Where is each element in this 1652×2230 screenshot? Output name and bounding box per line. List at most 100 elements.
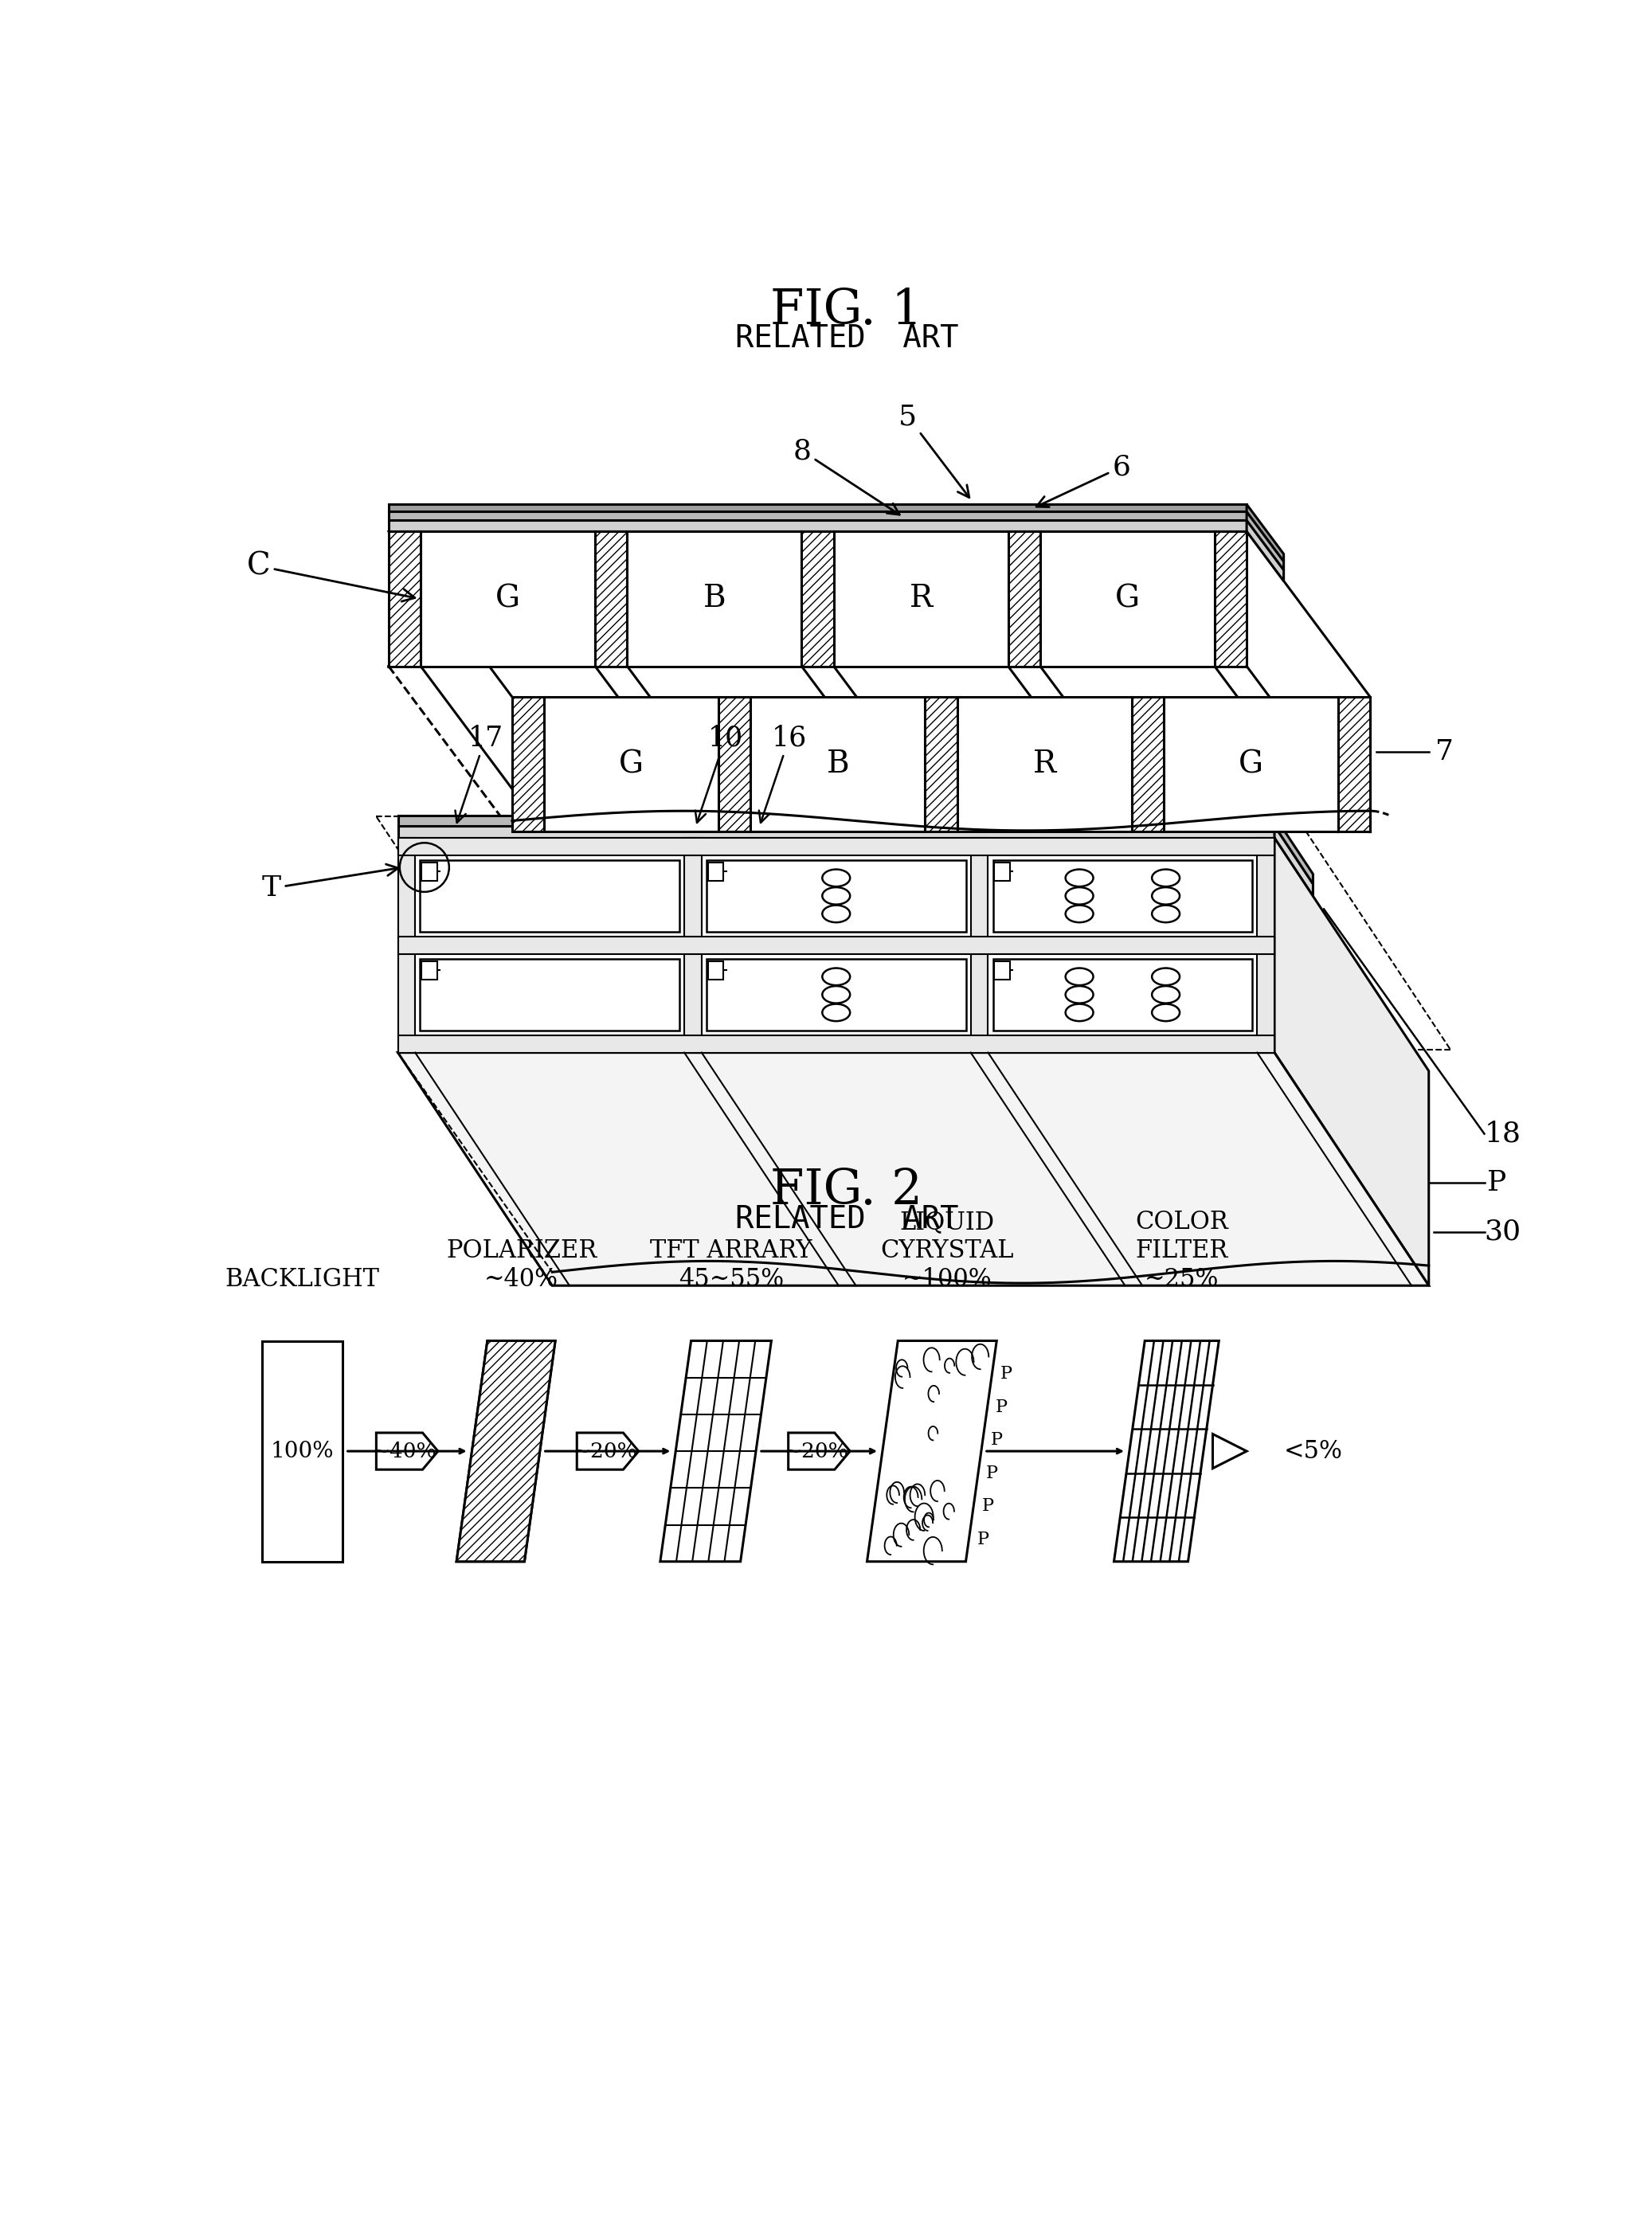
Polygon shape	[1163, 696, 1338, 832]
Polygon shape	[544, 696, 719, 832]
Polygon shape	[707, 959, 966, 1030]
Polygon shape	[801, 531, 834, 667]
Polygon shape	[971, 838, 988, 1053]
Ellipse shape	[823, 888, 851, 905]
Text: FIG. 2: FIG. 2	[770, 1166, 923, 1215]
Polygon shape	[788, 1434, 851, 1470]
Polygon shape	[421, 961, 438, 979]
Polygon shape	[577, 1434, 639, 1470]
Text: 30: 30	[1485, 1218, 1521, 1247]
Polygon shape	[1214, 531, 1247, 667]
Text: RELATED  ART: RELATED ART	[735, 323, 958, 352]
Polygon shape	[834, 531, 1008, 667]
Polygon shape	[377, 1434, 438, 1470]
Polygon shape	[867, 1340, 996, 1561]
Polygon shape	[993, 959, 1252, 1030]
Text: C: C	[246, 551, 415, 602]
Polygon shape	[707, 961, 724, 979]
Polygon shape	[1213, 1434, 1247, 1467]
Ellipse shape	[1066, 888, 1094, 905]
Ellipse shape	[1151, 968, 1180, 986]
Polygon shape	[1008, 531, 1041, 667]
Ellipse shape	[823, 986, 851, 1003]
Polygon shape	[456, 1340, 555, 1561]
Polygon shape	[1132, 696, 1163, 832]
Polygon shape	[925, 696, 957, 832]
Ellipse shape	[823, 1003, 851, 1021]
Polygon shape	[995, 961, 1009, 979]
Polygon shape	[398, 1053, 1429, 1284]
Text: ~20%: ~20%	[573, 1441, 636, 1461]
Text: 17: 17	[456, 725, 504, 823]
Polygon shape	[512, 696, 544, 832]
Polygon shape	[421, 863, 438, 881]
Ellipse shape	[1151, 870, 1180, 888]
Polygon shape	[1247, 504, 1284, 562]
Text: TFT ARRARY
45~55%: TFT ARRARY 45~55%	[651, 1238, 813, 1291]
Text: <5%: <5%	[1284, 1438, 1343, 1463]
Text: 8: 8	[793, 437, 900, 515]
Text: FIG. 1: FIG. 1	[770, 288, 923, 334]
Text: P: P	[986, 1465, 998, 1483]
Text: B: B	[826, 749, 849, 778]
Polygon shape	[628, 531, 801, 667]
Polygon shape	[398, 1035, 1274, 1053]
Text: ~20%: ~20%	[785, 1441, 847, 1461]
Text: G: G	[1115, 584, 1140, 613]
Text: P: P	[981, 1499, 993, 1514]
Polygon shape	[263, 1340, 342, 1561]
Polygon shape	[388, 511, 1247, 520]
Ellipse shape	[1066, 905, 1094, 923]
Polygon shape	[750, 696, 925, 832]
Text: P: P	[999, 1365, 1013, 1383]
Ellipse shape	[823, 870, 851, 888]
Ellipse shape	[1151, 986, 1180, 1003]
Text: 18: 18	[1485, 1119, 1521, 1148]
Text: R: R	[1032, 749, 1056, 778]
Polygon shape	[1041, 531, 1214, 667]
Polygon shape	[993, 861, 1252, 932]
Text: 5: 5	[899, 404, 970, 497]
Ellipse shape	[1151, 1003, 1180, 1021]
Polygon shape	[421, 531, 595, 667]
Ellipse shape	[1066, 1003, 1094, 1021]
Ellipse shape	[1066, 968, 1094, 986]
Text: BACKLIGHT: BACKLIGHT	[225, 1267, 380, 1291]
Text: P: P	[991, 1432, 1003, 1450]
Text: POLARIZER
~40%: POLARIZER ~40%	[446, 1238, 596, 1291]
Polygon shape	[398, 937, 1274, 954]
Text: R: R	[909, 584, 932, 613]
Polygon shape	[957, 696, 1132, 832]
Polygon shape	[1247, 511, 1284, 571]
Polygon shape	[1274, 838, 1429, 1284]
Ellipse shape	[1151, 905, 1180, 923]
Ellipse shape	[823, 905, 851, 923]
Polygon shape	[1257, 838, 1274, 1053]
Polygon shape	[388, 504, 1247, 511]
Polygon shape	[398, 825, 1274, 838]
Ellipse shape	[823, 968, 851, 986]
Ellipse shape	[1066, 870, 1094, 888]
Text: 7: 7	[1436, 738, 1454, 765]
Text: LIQUID
CYRYSTAL
~100%: LIQUID CYRYSTAL ~100%	[881, 1211, 1014, 1291]
Polygon shape	[995, 863, 1009, 881]
Text: ~40%: ~40%	[372, 1441, 436, 1461]
Text: G: G	[620, 749, 644, 778]
Polygon shape	[661, 1340, 771, 1561]
Polygon shape	[684, 838, 702, 1053]
Polygon shape	[1247, 520, 1284, 582]
Polygon shape	[388, 520, 1247, 531]
Text: G: G	[1239, 749, 1264, 778]
Polygon shape	[1338, 696, 1370, 832]
Polygon shape	[420, 959, 679, 1030]
Text: 16: 16	[758, 725, 806, 823]
Text: 100%: 100%	[271, 1441, 334, 1463]
Polygon shape	[388, 531, 421, 667]
Polygon shape	[398, 838, 415, 1053]
Polygon shape	[420, 861, 679, 932]
Text: T: T	[263, 865, 398, 901]
Polygon shape	[398, 816, 1274, 825]
Polygon shape	[707, 863, 724, 881]
Polygon shape	[456, 1340, 555, 1561]
Polygon shape	[1113, 1340, 1219, 1561]
